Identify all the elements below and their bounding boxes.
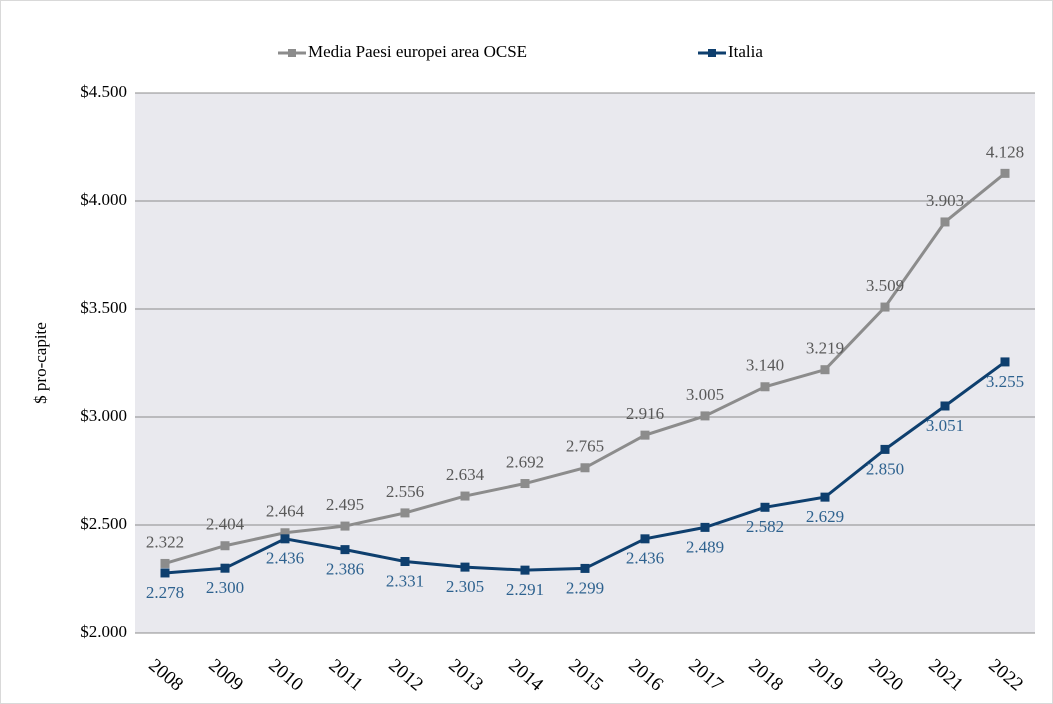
point-marker (1000, 168, 1010, 178)
data-label: 3.903 (926, 191, 964, 210)
data-label: 2.305 (446, 577, 484, 596)
point-marker (340, 521, 350, 531)
data-label: 2.322 (146, 532, 184, 551)
data-label: 3.255 (986, 372, 1024, 391)
point-marker (820, 365, 830, 375)
y-tick-label: $4.000 (80, 190, 127, 209)
data-label: 4.128 (986, 142, 1024, 161)
point-marker (280, 534, 290, 544)
point-marker (760, 502, 770, 512)
point-marker (400, 508, 410, 518)
data-label: 2.850 (866, 459, 904, 478)
point-marker (280, 528, 290, 538)
data-label: 2.436 (266, 549, 304, 568)
point-marker (640, 430, 650, 440)
data-label: 2.495 (326, 495, 364, 514)
point-marker (640, 534, 650, 544)
data-label: 2.556 (386, 482, 424, 501)
y-tick-label: $3.000 (80, 406, 127, 425)
point-marker (580, 463, 590, 473)
data-label: 3.140 (746, 356, 784, 375)
data-label: 2.582 (746, 517, 784, 536)
point-marker (580, 563, 590, 573)
point-marker (460, 491, 470, 501)
data-label: 2.386 (326, 560, 364, 579)
data-label: 3.509 (866, 276, 904, 295)
point-marker (880, 444, 890, 454)
y-tick-label: $2.000 (80, 622, 127, 641)
data-label: 2.300 (206, 578, 244, 597)
point-marker (880, 302, 890, 312)
point-marker (700, 522, 710, 532)
point-marker (340, 545, 350, 555)
legend-label: Italia (728, 42, 763, 61)
data-label: 2.916 (626, 404, 664, 423)
y-tick-label: $3.500 (80, 298, 127, 317)
data-label: 2.765 (566, 437, 604, 456)
legend-marker (288, 49, 296, 57)
data-label: 2.634 (446, 465, 485, 484)
data-label: 2.291 (506, 580, 544, 599)
data-label: 2.299 (566, 578, 604, 597)
data-label: 3.051 (926, 416, 964, 435)
point-marker (520, 565, 530, 575)
point-marker (760, 382, 770, 392)
point-marker (940, 217, 950, 227)
point-marker (220, 541, 230, 551)
y-axis-label: $ pro-capite (31, 322, 50, 404)
data-label: 2.404 (206, 515, 245, 534)
legend-marker (708, 49, 716, 57)
y-tick-label: $2.500 (80, 514, 127, 533)
data-label: 3.005 (686, 385, 724, 404)
data-label: 2.278 (146, 583, 184, 602)
point-marker (160, 558, 170, 568)
point-marker (460, 562, 470, 572)
data-label: 2.489 (686, 537, 724, 556)
point-marker (520, 479, 530, 489)
point-marker (700, 411, 710, 421)
point-marker (400, 557, 410, 567)
point-marker (1000, 357, 1010, 367)
data-label: 2.629 (806, 507, 844, 526)
data-label: 2.464 (266, 502, 305, 521)
data-label: 3.219 (806, 339, 844, 358)
data-label: 2.331 (386, 571, 424, 590)
point-marker (220, 563, 230, 573)
point-marker (160, 568, 170, 578)
data-label: 2.692 (506, 452, 544, 471)
data-label: 2.436 (626, 549, 664, 568)
point-marker (940, 401, 950, 411)
point-marker (820, 492, 830, 502)
legend-label: Media Paesi europei area OCSE (308, 42, 527, 61)
y-tick-label: $4.500 (80, 82, 127, 101)
